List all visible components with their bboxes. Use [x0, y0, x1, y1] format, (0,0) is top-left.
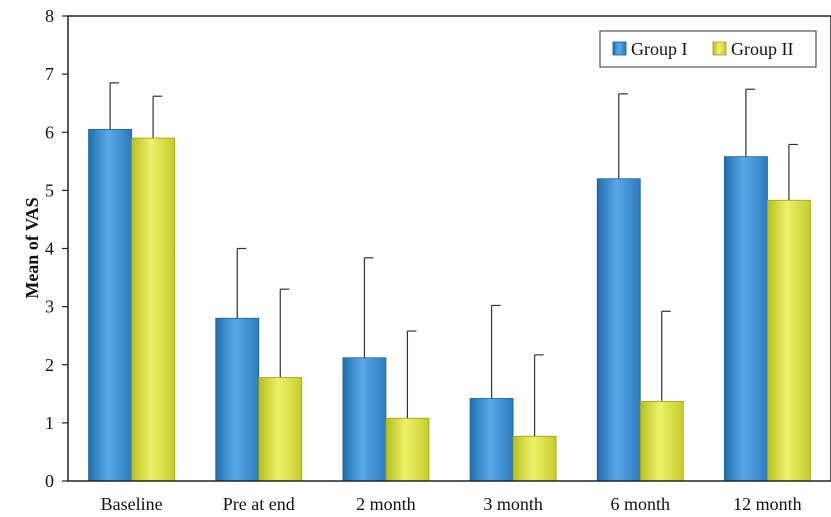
y-tick-label: 8	[45, 6, 54, 26]
bar-group-2	[639, 400, 684, 482]
legend-label-group-2: Group II	[731, 39, 793, 59]
bar-group-1	[215, 317, 260, 482]
plot-frame	[67, 15, 831, 482]
y-tick-label: 4	[45, 239, 54, 259]
x-tick-label: 12 month	[733, 494, 802, 514]
x-tick-label: 2 month	[356, 494, 416, 514]
legend-label-group-1: Group I	[631, 39, 688, 59]
x-tick-label: Pre at end	[223, 494, 295, 514]
legend-swatch-group-1	[612, 41, 627, 56]
y-tick-label: 6	[45, 122, 54, 142]
y-axis-label: Mean of VAS	[22, 197, 42, 298]
bar-group-1	[88, 128, 132, 482]
axis-ticks: 0 1 2 3 4 5 6 7 8 Baseline Pre at end 2 month 3 mont…	[45, 6, 802, 514]
y-tick-label: 3	[45, 297, 54, 317]
bar-group-1	[469, 398, 514, 482]
y-tick-label: 0	[45, 471, 54, 491]
x-tick-label: Baseline	[101, 494, 163, 514]
y-tick-label: 2	[45, 355, 54, 375]
x-tick-label: 3 month	[483, 494, 543, 514]
bar-group-2	[385, 417, 430, 482]
bar-group-1	[342, 357, 387, 482]
bar-group-2	[767, 199, 811, 482]
y-tick-label: 1	[45, 413, 54, 433]
y-tick-label: 7	[45, 64, 54, 84]
bar-group-2	[258, 377, 303, 482]
bar-group-2	[512, 435, 557, 482]
bar-group-1	[724, 156, 768, 482]
legend-box	[599, 30, 817, 68]
y-tick-label: 5	[45, 180, 54, 200]
bar-group-1	[596, 178, 641, 482]
x-tick-label: 6 month	[610, 494, 670, 514]
bar-group-2	[131, 137, 175, 482]
legend-swatch-group-2	[712, 41, 727, 56]
plot-area	[88, 82, 811, 482]
legend: Group I Group II	[599, 30, 817, 68]
